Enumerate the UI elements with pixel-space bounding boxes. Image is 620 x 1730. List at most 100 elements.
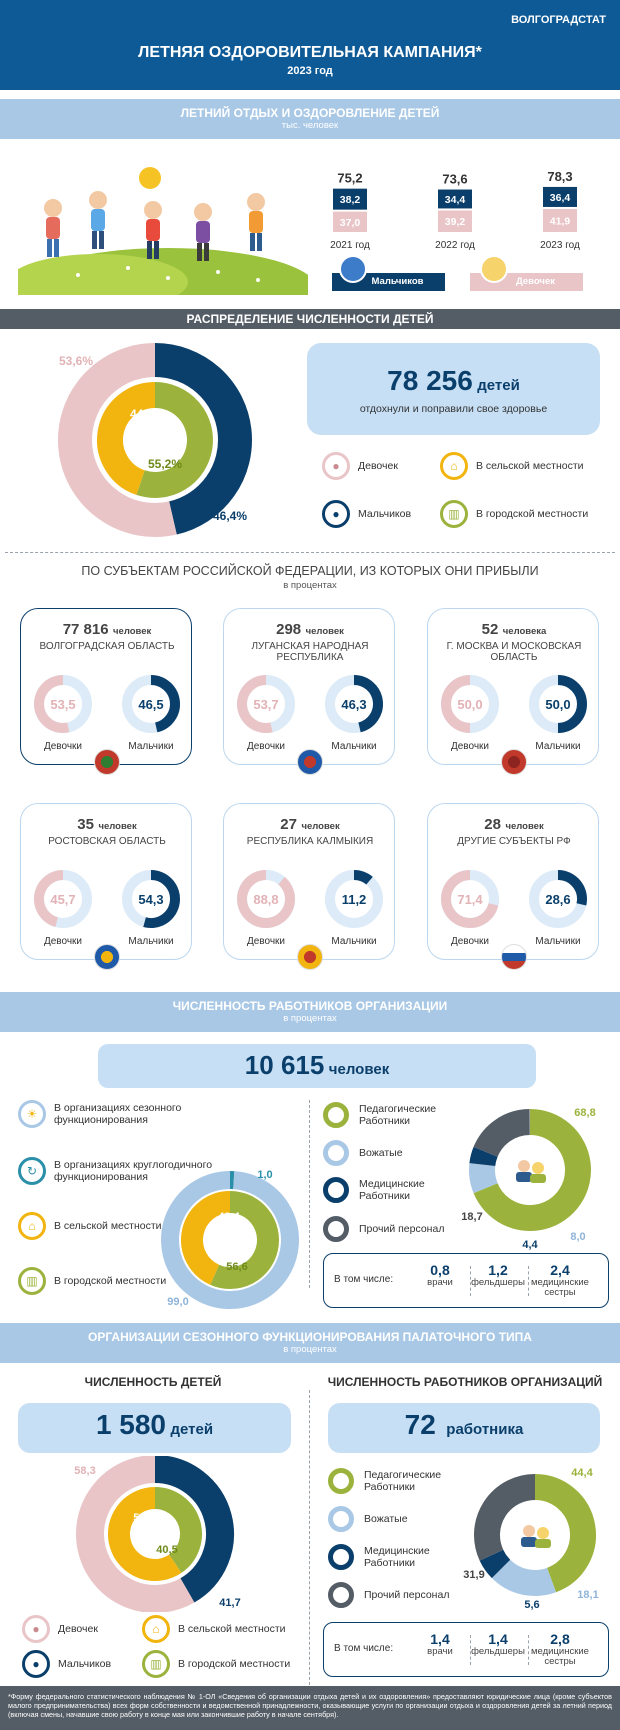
legend-item-teachers: Педагогические Работники — [323, 1102, 463, 1128]
inner-slice — [154, 1487, 202, 1573]
page-year: 2023 год — [287, 65, 333, 77]
boy-icon: ● — [22, 1650, 50, 1678]
ring-counselors-icon — [323, 1140, 349, 1166]
region-count-unit: человек — [113, 626, 152, 637]
data-label: 44,4 — [571, 1467, 593, 1479]
tent-children-donut: 41,7 58,3 40,5 59,5 — [74, 1456, 241, 1612]
region-card: 77 816 человек ВОЛГОГРАДСКАЯ ОБЛАСТЬ Девоч… — [20, 608, 192, 775]
data-label: 56,6 — [226, 1261, 247, 1273]
breakdown-label: медицинские сестры — [531, 1277, 589, 1298]
ring-medical-icon — [323, 1177, 349, 1203]
data-label: 53,7 — [253, 697, 278, 712]
building-icon: ▥ — [440, 500, 468, 528]
region-count-unit: человека — [502, 626, 547, 637]
data-label: 5,6 — [524, 1599, 539, 1610]
outer-slice — [161, 1171, 299, 1309]
total-children-number: 78 256 — [387, 365, 473, 396]
section1-title: ЛЕТНИЙ ОТДЫХ И ОЗДОРОВЛЕНИЕ ДЕТЕЙ — [180, 106, 440, 120]
data-label: 36,4 — [550, 192, 571, 204]
total-workers-unit: человек — [328, 1061, 390, 1078]
total-children-unit: детей — [477, 377, 520, 394]
region-count-unit: человек — [301, 821, 340, 832]
children-distribution-donut: 46,4% 53,6% 55,2% 44,8% — [58, 343, 252, 537]
tent-children-unit: детей — [170, 1421, 214, 1438]
data-label: 39,2 — [445, 216, 466, 228]
data-label: 41,9 — [550, 215, 571, 227]
outer-slice — [58, 343, 177, 537]
breakdown-label: врачи — [427, 1277, 453, 1288]
inner-slice — [136, 382, 213, 498]
breakdown-item: 1,2 фельдшеры — [462, 1262, 534, 1288]
tent-legend-boys: ● Мальчиков — [22, 1650, 111, 1678]
tent-staff-donut: 44,4 18,1 5,6 31,9 — [463, 1467, 598, 1610]
breakdown-item: 2,4 медицинские сестры — [524, 1262, 596, 1298]
region-flag-icon — [501, 749, 527, 775]
region-name: ВОЛГОГРАДСКАЯ ОБЛАСТЬ — [39, 641, 175, 652]
bar-category: 2023 год — [540, 240, 580, 251]
total-children-caption: отдохнули и поправили свое здоровье — [359, 403, 548, 415]
vertical-divider-2 — [309, 1390, 310, 1690]
data-label: 44,8% — [130, 407, 164, 421]
section4-band: ЧИСЛЕННОСТЬ РАБОТНИКОВ ОРГАНИЗАЦИИ в про… — [0, 992, 620, 1032]
person-body-icon — [535, 1539, 551, 1548]
staff-slice — [473, 1109, 531, 1158]
data-label: 46,4% — [213, 509, 247, 523]
region-count: 52 — [481, 621, 499, 638]
data-label: 38,2 — [340, 194, 361, 206]
region-count: 35 — [77, 816, 94, 833]
data-label: 88,8 — [253, 892, 278, 907]
region-donuts: 71,4 28,6 — [441, 870, 587, 928]
region-count-unit: человек — [98, 821, 137, 832]
staff-slice — [473, 1109, 591, 1231]
region-donuts: 53,5 46,5 — [34, 675, 180, 733]
total-workers-box: 10 615 человек — [98, 1044, 536, 1088]
total-children-box: 78 256 детей отдохнули и поправили свое … — [307, 343, 600, 435]
ring-teachers-icon — [323, 1102, 349, 1128]
breakdown-label: фельдшеры — [471, 1277, 525, 1288]
medical-breakdown-box: В том числе: 0,8 врачи 1,2 фельдшеры 2,4 меди… — [323, 1253, 609, 1308]
tent-workers-heading: ЧИСЛЕННОСТЬ РАБОТНИКОВ ОРГАНИЗАЦИЙ — [327, 1375, 603, 1389]
data-label: 37,0 — [340, 217, 361, 229]
breakdown-separator — [528, 1266, 529, 1296]
girls-donut-slice — [237, 870, 295, 928]
outer-slice — [154, 343, 252, 535]
footnote: *Форму федерального статистического набл… — [0, 1686, 620, 1730]
region-card: 52 человека Г. МОСКВА И МОСКОВСКАЯ ОБЛАСТ… — [427, 608, 599, 775]
breakdown-value: 1,2 — [488, 1262, 508, 1278]
people-icon-bg — [497, 1137, 563, 1203]
breakdown-item: 0,8 врачи — [404, 1262, 476, 1288]
bar-total: 78,3 — [547, 169, 572, 184]
data-label: 1,0 — [257, 1169, 272, 1181]
tent-workers-unit: работника — [446, 1421, 524, 1438]
girls-donut-slice — [34, 870, 64, 927]
legend-item-rural-workers: ⌂ В сельской местности — [18, 1212, 218, 1240]
legend-item-urban-workers: ▥ В городской местности — [18, 1267, 168, 1295]
legend-item-urban: ▥ В городской местности — [440, 500, 588, 528]
region-card: 298 человек ЛУГАНСКАЯ НАРОДНАЯ РЕСПУБЛИКА… — [223, 608, 395, 775]
boys-label: Мальчики — [331, 936, 377, 947]
tent-children-box: 1 580 детей — [18, 1403, 291, 1453]
region-card: 27 человек РЕСПУБЛИКА КАЛМЫКИЯ Девочки Маль… — [223, 803, 395, 970]
building-icon: ▥ — [142, 1650, 170, 1678]
staff-slice — [479, 1549, 511, 1579]
breakdown-label: медицинские сестры — [531, 1646, 589, 1667]
section2-band: РАСПРЕДЕЛЕНИЕ ЧИСЛЕННОСТИ ДЕТЕЙ — [0, 309, 620, 329]
tent-including-label: В том числе: — [334, 1643, 394, 1654]
bar-category: 2022 год — [435, 240, 475, 251]
breakdown-value: 0,8 — [430, 1262, 450, 1278]
girls-label: Девочки — [450, 936, 490, 947]
boys-label: Мальчики — [128, 741, 174, 752]
cycle-icon: ↻ — [18, 1157, 46, 1185]
bar-girls — [333, 211, 367, 232]
breakdown-value: 1,4 — [488, 1631, 508, 1647]
bar-boys — [543, 186, 577, 207]
tent-legend-medical: Медицинские Работники — [328, 1544, 458, 1570]
agency-name: ВОЛГОГРАДСТАТ — [511, 14, 606, 26]
girls-label: Девочки — [450, 741, 490, 752]
boys-donut-slice — [150, 675, 180, 733]
section3-title: ПО СУБЪЕКТАМ РОССИЙСКОЙ ФЕДЕРАЦИИ, ИЗ КО… — [81, 564, 539, 578]
house-icon: ⌂ — [142, 1615, 170, 1643]
bar-girls — [438, 210, 472, 232]
data-label: 50,0 — [545, 697, 570, 712]
ring-teachers-icon — [328, 1468, 354, 1494]
